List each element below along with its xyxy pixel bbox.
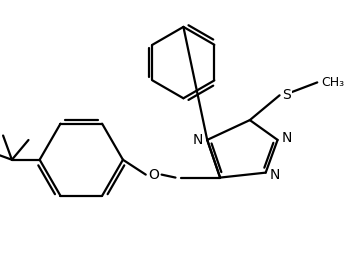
Text: N: N [193, 133, 203, 147]
Text: N: N [282, 131, 292, 145]
Text: CH₃: CH₃ [321, 76, 344, 89]
Text: O: O [148, 168, 159, 182]
Text: S: S [283, 88, 291, 102]
Text: N: N [270, 168, 280, 182]
